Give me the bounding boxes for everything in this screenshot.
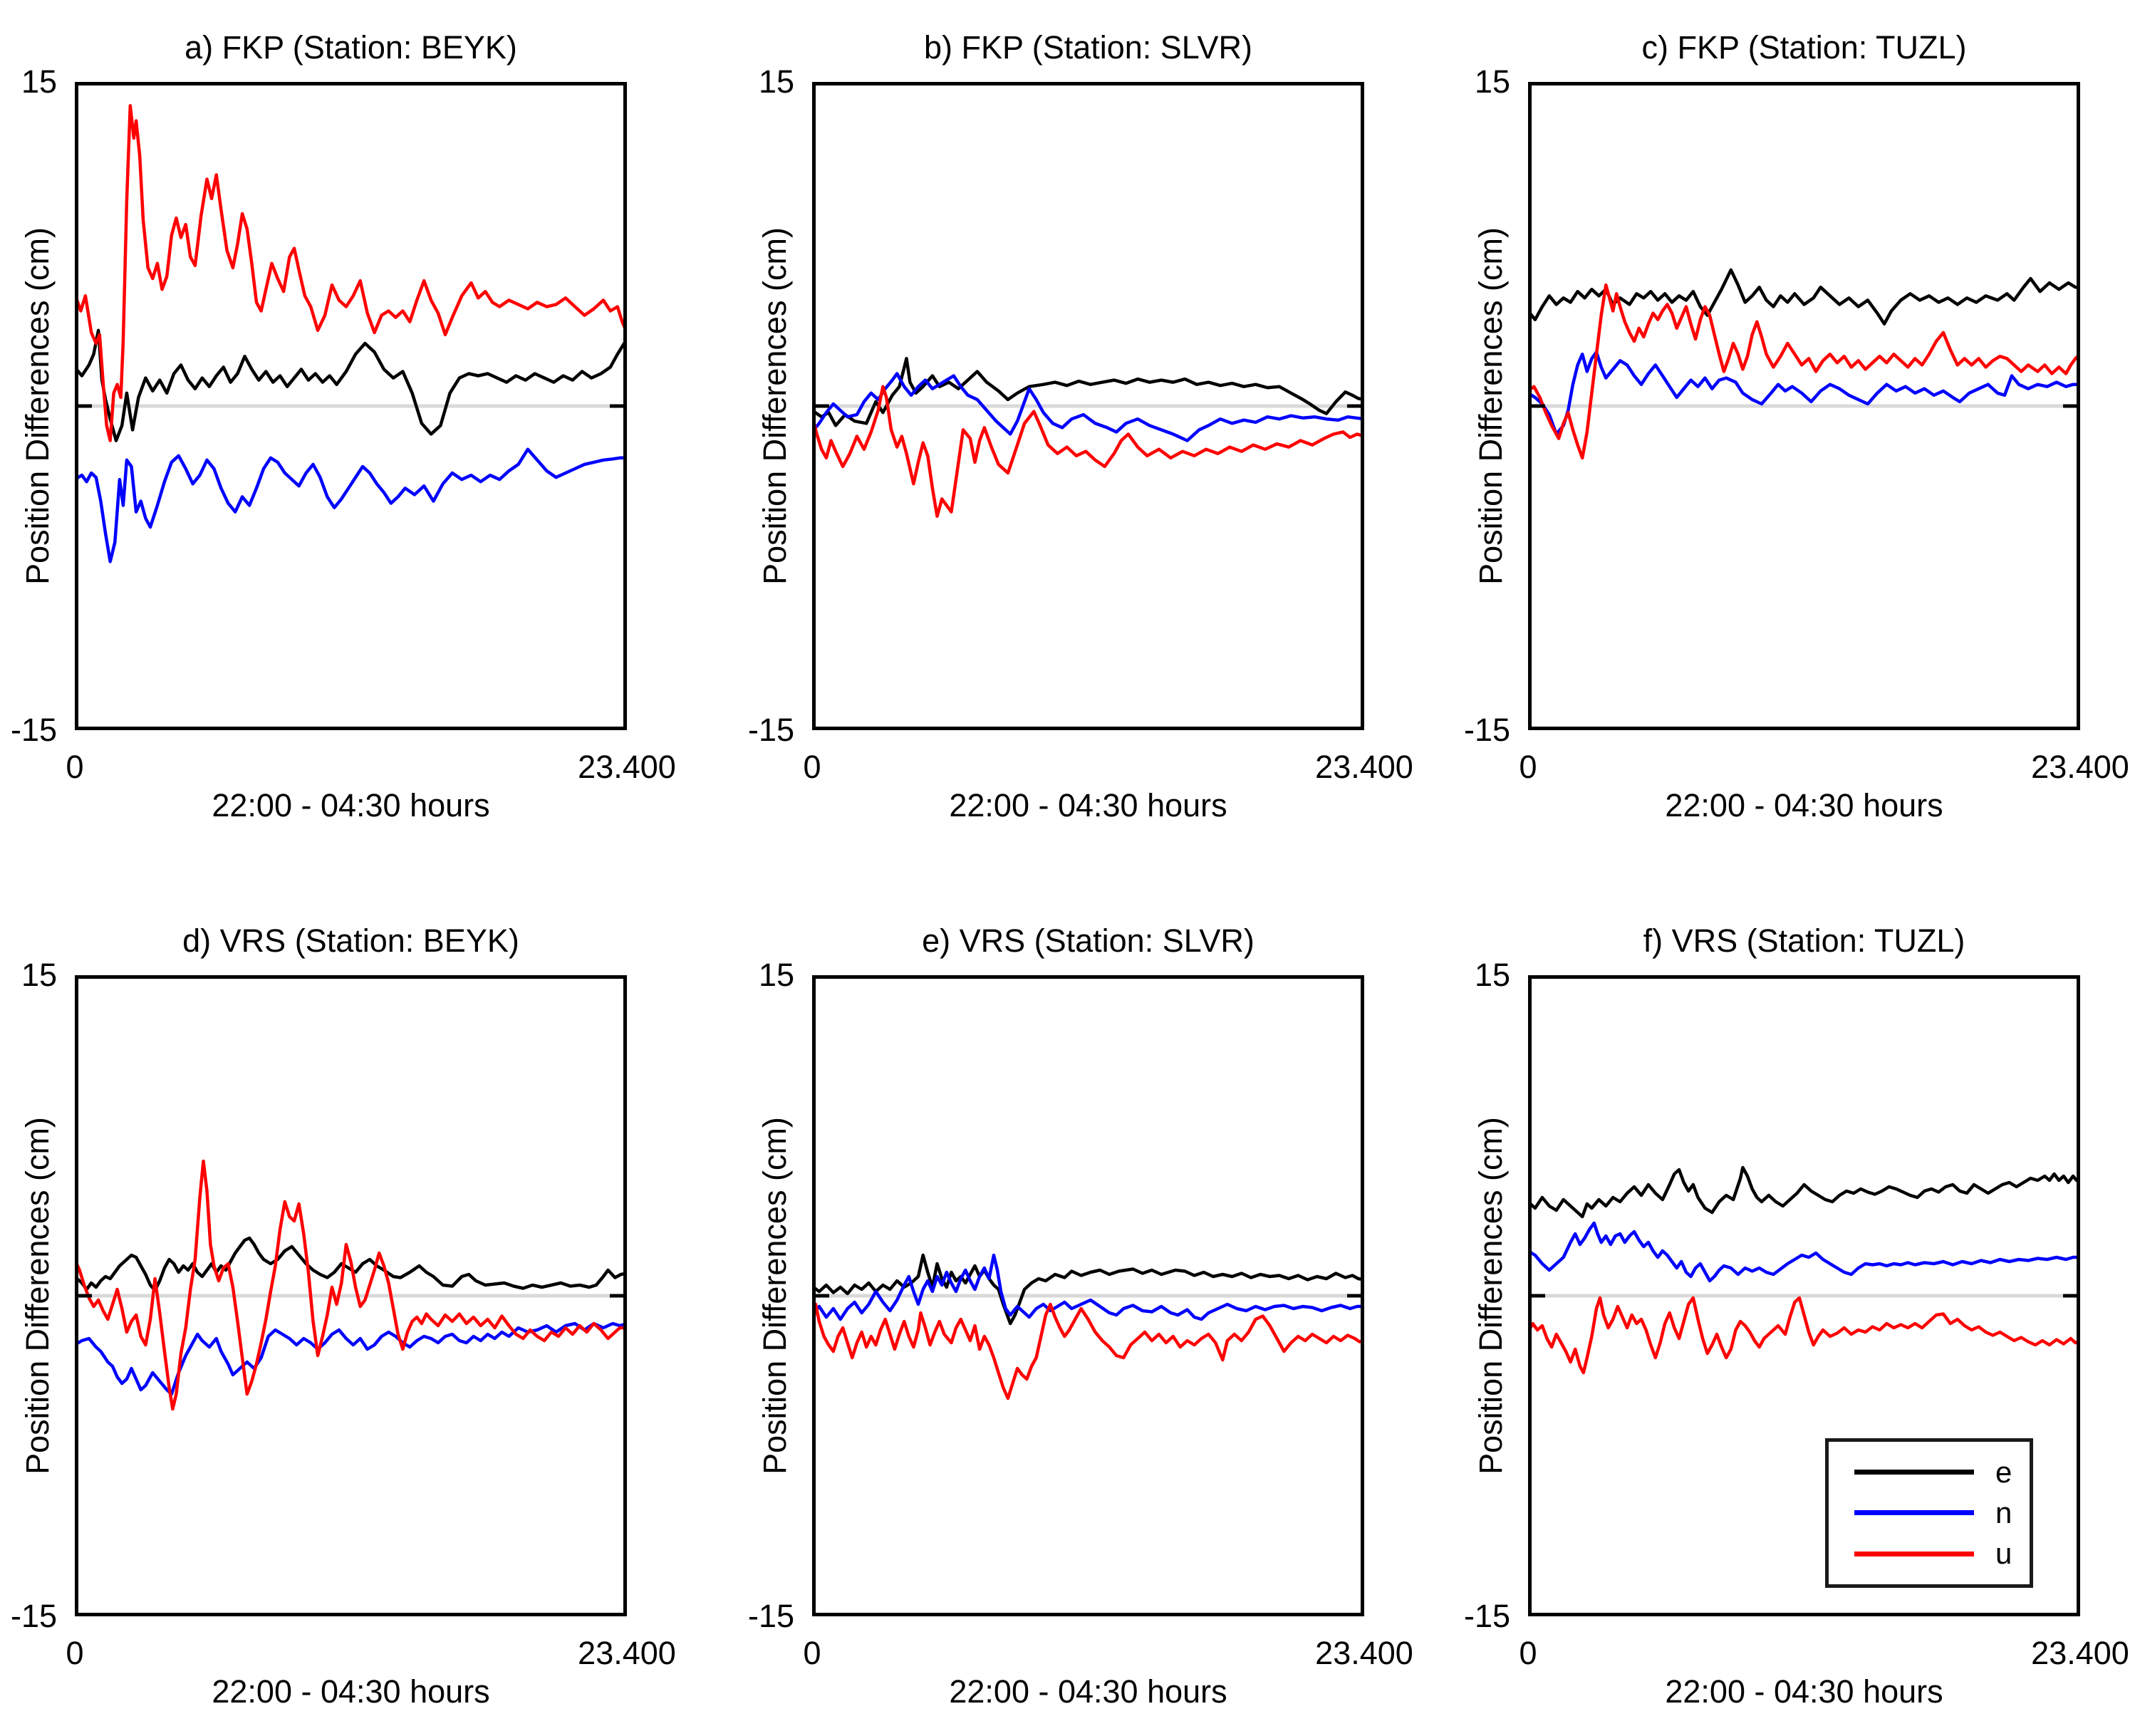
x-tick-left: 0 — [66, 749, 84, 785]
series-line-u — [75, 104, 627, 442]
plot-area-b — [812, 82, 1364, 730]
y-tick-top: 15 — [21, 63, 57, 100]
legend-line-sample-n — [1854, 1510, 1974, 1516]
x-axis-label: 22:00 - 04:30 hours — [212, 787, 490, 823]
axis-box — [812, 82, 1364, 730]
series-line-u — [75, 1159, 627, 1411]
series-line-n — [75, 1321, 627, 1396]
y-axis-label: Position Differences (cm) — [757, 227, 793, 585]
series-line-e — [812, 1253, 1364, 1326]
legend-label: n — [1995, 1495, 2012, 1529]
subplot-title: f) VRS (Station: TUZL) — [1643, 922, 1965, 959]
series-line-e — [75, 328, 627, 442]
y-axis-label: Position Differences (cm) — [1472, 227, 1509, 585]
series-line-u — [1528, 1296, 2080, 1375]
axis-box — [1528, 975, 2080, 1616]
x-tick-right: 23.400 — [2031, 749, 2129, 785]
series-line-n — [812, 372, 1364, 442]
x-axis-label: 22:00 - 04:30 hours — [949, 787, 1227, 823]
y-tick-top: 15 — [21, 957, 57, 993]
legend-entry-n: n — [1829, 1495, 2030, 1529]
x-tick-right: 23.400 — [578, 749, 676, 785]
subplot-title: b) FKP (Station: SLVR) — [923, 29, 1252, 66]
x-tick-left: 0 — [1519, 749, 1537, 785]
y-tick-top: 15 — [1474, 957, 1510, 993]
legend-entry-e: e — [1829, 1457, 2030, 1487]
y-tick-top: 15 — [1474, 63, 1510, 100]
series-line-u — [1528, 283, 2080, 460]
legend-line-sample-u — [1854, 1551, 1974, 1556]
series-line-e — [812, 357, 1364, 427]
legend-line-sample-e — [1854, 1470, 1974, 1475]
x-tick-right: 23.400 — [1315, 749, 1413, 785]
series-line-n — [1528, 1221, 2080, 1283]
x-tick-right: 23.400 — [1315, 1635, 1413, 1671]
plot-area-c — [1528, 82, 2080, 730]
x-axis-label: 22:00 - 04:30 hours — [1665, 787, 1943, 823]
subplot-title: a) FKP (Station: BEYK) — [185, 29, 517, 66]
legend-entry-u: u — [1829, 1539, 2030, 1569]
y-tick-bottom: -15 — [747, 712, 794, 748]
plot-area-d — [75, 975, 627, 1616]
x-axis-label: 22:00 - 04:30 hours — [1665, 1673, 1943, 1710]
legend-label: e — [1995, 1455, 2012, 1489]
y-axis-label: Position Differences (cm) — [1472, 1117, 1509, 1475]
subplot-title: e) VRS (Station: SLVR) — [922, 922, 1254, 959]
axis-box — [812, 975, 1364, 1616]
series-line-u — [812, 385, 1364, 518]
axis-box — [75, 975, 627, 1616]
subplot-title: c) FKP (Station: TUZL) — [1641, 29, 1967, 66]
axis-box — [75, 82, 627, 730]
series-line-n — [75, 447, 627, 563]
y-tick-top: 15 — [758, 63, 794, 100]
x-tick-right: 23.400 — [578, 1635, 676, 1671]
x-axis-label: 22:00 - 04:30 hours — [949, 1673, 1227, 1710]
series-line-e — [75, 1236, 627, 1292]
series-line-e — [1528, 1165, 2080, 1219]
subplot-title: d) VRS (Station: BEYK) — [182, 922, 519, 959]
x-tick-left: 0 — [803, 749, 821, 785]
series-line-n — [812, 1253, 1364, 1321]
y-tick-top: 15 — [758, 957, 794, 993]
plot-area-a — [75, 82, 627, 730]
y-tick-bottom: -15 — [747, 1598, 794, 1634]
x-tick-left: 0 — [66, 1635, 84, 1671]
series-line-e — [1528, 268, 2080, 326]
y-axis-label: Position Differences (cm) — [19, 227, 56, 585]
y-tick-bottom: -15 — [1463, 1598, 1510, 1634]
y-tick-bottom: -15 — [10, 1598, 57, 1634]
x-tick-right: 23.400 — [2031, 1635, 2129, 1671]
plot-area-f — [1528, 975, 2080, 1616]
series-line-u — [812, 1302, 1364, 1400]
y-axis-label: Position Differences (cm) — [19, 1117, 56, 1475]
y-tick-bottom: -15 — [10, 712, 57, 748]
y-tick-bottom: -15 — [1463, 712, 1510, 748]
plot-area-e — [812, 975, 1364, 1616]
x-tick-left: 0 — [1519, 1635, 1537, 1671]
y-axis-label: Position Differences (cm) — [757, 1117, 793, 1475]
x-axis-label: 22:00 - 04:30 hours — [212, 1673, 490, 1710]
axis-box — [1528, 82, 2080, 730]
legend-label: u — [1995, 1537, 2012, 1571]
x-tick-left: 0 — [803, 1635, 821, 1671]
